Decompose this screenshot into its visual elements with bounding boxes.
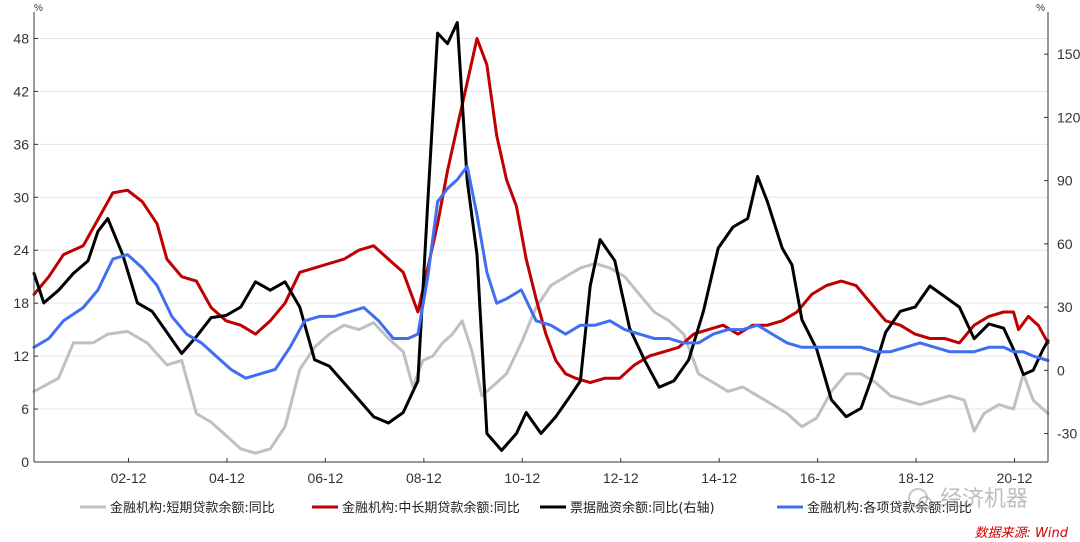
x-tick-label: 18-12: [898, 470, 934, 486]
x-tick-label: 16-12: [800, 470, 836, 486]
right-tick-label: 30: [1057, 299, 1073, 315]
legend-label-1: 金融机构:短期贷款余额:同比: [110, 500, 275, 516]
axes: 0 6 12 18 24 30 36 42 48 -30 0 30 60 90 120 150% % 02-12 0…: [13, 3, 1080, 486]
series-line-1: [32, 262, 1050, 455]
watermark: 经济机器: [908, 487, 1028, 512]
right-axis-unit: %: [1036, 3, 1045, 14]
legend-label-2: 金融机构:中长期贷款余额:同比: [342, 500, 520, 516]
x-tick-label: 06-12: [307, 470, 343, 486]
right-tick-label: 60: [1057, 236, 1073, 252]
grid-lines: [34, 37, 1048, 463]
left-tick-label: 42: [13, 83, 29, 99]
legend-label-3: 票据融资余额:同比(右轴): [570, 500, 715, 516]
right-tick-label: 120: [1057, 109, 1080, 125]
right-tick-label: 0: [1057, 362, 1065, 378]
data-source: 数据来源: Wind: [975, 526, 1069, 541]
right-tick-label: 150: [1057, 46, 1080, 62]
watermark-logo-icon-inner: [918, 496, 932, 510]
series-line-3: [32, 21, 1050, 452]
legend: 金融机构:短期贷款余额:同比 金融机构:中长期贷款余额:同比 票据融资余额:同比(右…: [80, 500, 972, 516]
left-tick-label: 30: [13, 189, 29, 205]
right-tick-label: 90: [1057, 173, 1073, 189]
series-line-4: [32, 164, 1050, 380]
left-tick-label: 0: [21, 454, 29, 470]
left-tick-label: 12: [13, 348, 29, 364]
left-tick-label: 48: [13, 30, 29, 46]
watermark-text: 经济机器: [940, 487, 1028, 512]
left-tick-label: 24: [13, 242, 29, 258]
x-tick-label: 14-12: [701, 470, 737, 486]
left-tick-label: 36: [13, 136, 29, 152]
right-tick-label: -30: [1057, 426, 1077, 442]
x-tick-label: 12-12: [603, 470, 639, 486]
left-axis-unit: %: [34, 3, 43, 14]
x-tick-label: 02-12: [111, 470, 147, 486]
x-tick-label: 20-12: [997, 470, 1033, 486]
left-tick-label: 6: [21, 401, 29, 417]
series-lines: [32, 21, 1050, 455]
left-tick-label: 18: [13, 295, 29, 311]
x-tick-label: 10-12: [504, 470, 540, 486]
series-line-2: [32, 37, 1050, 385]
x-tick-label: 04-12: [209, 470, 245, 486]
x-tick-label: 08-12: [406, 470, 442, 486]
